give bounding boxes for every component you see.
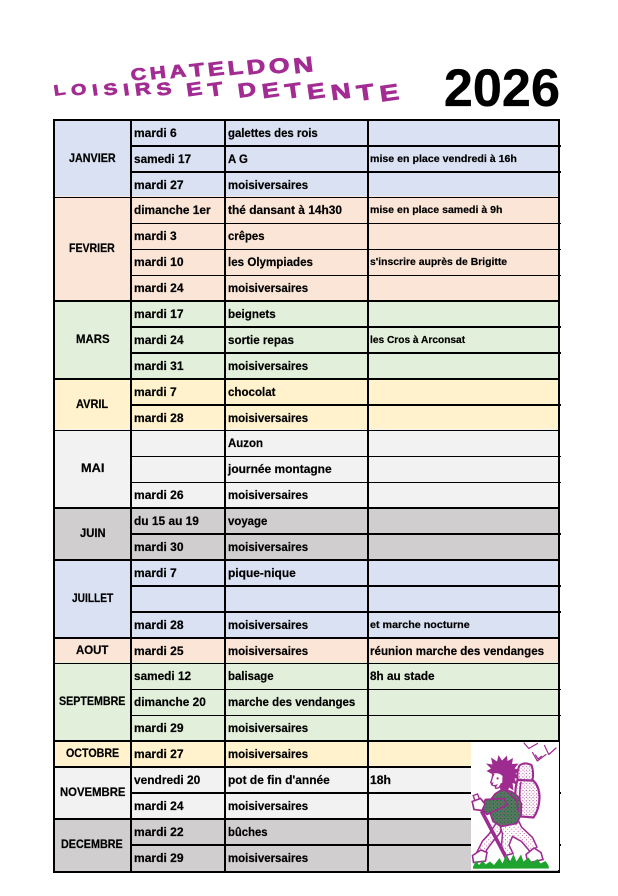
svg-text:O: O [268,53,291,79]
svg-text:N: N [329,79,352,105]
svg-text:E: E [206,57,225,81]
svg-text:O: O [70,80,88,99]
svg-text:T: T [355,80,376,107]
svg-text:T: T [188,59,205,82]
svg-text:E: E [378,80,400,107]
svg-text:H: H [149,63,167,84]
svg-text:L: L [53,81,67,99]
svg-text:R: R [134,79,152,100]
svg-text:I: I [91,81,99,99]
svg-text:T: T [283,78,303,104]
svg-text:C: C [130,65,148,85]
svg-text:D: D [245,54,266,79]
svg-text:L: L [226,56,244,80]
svg-text:A: A [168,61,187,83]
svg-text:S: S [155,79,172,100]
svg-text:T: T [206,77,224,101]
svg-text:E: E [185,79,203,101]
svg-text:D: D [236,77,257,102]
svg-text:E: E [260,78,280,103]
svg-text:E: E [305,79,326,105]
svg-text:S: S [102,79,118,99]
svg-text:I: I [122,81,130,100]
svg-text:N: N [292,53,314,79]
